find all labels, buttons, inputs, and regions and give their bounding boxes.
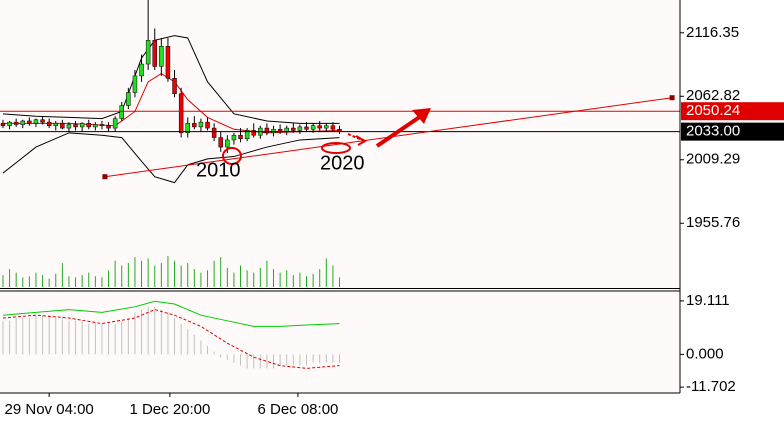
- annotation: 2020: [320, 152, 365, 174]
- x-tick-label: 6 Dec 08:00: [257, 401, 338, 418]
- y-tick-label: 2116.35: [686, 24, 739, 41]
- candle-body: [251, 130, 256, 136]
- arrow: [375, 112, 426, 148]
- y-tick-label: 19.111: [686, 292, 730, 309]
- candle-body: [66, 124, 72, 129]
- candle-body: [264, 127, 270, 134]
- candle-body: [231, 134, 237, 141]
- candle-body: [172, 78, 177, 94]
- band-line: [2, 35, 340, 124]
- macd-line: [2, 300, 340, 327]
- candle-body: [238, 134, 243, 140]
- x-tick-label: 1 Dec 20:00: [129, 401, 210, 418]
- candle-body: [93, 124, 98, 128]
- candle-body: [132, 75, 138, 93]
- annotation: 2010: [196, 159, 241, 181]
- candle-body: [73, 124, 78, 128]
- highlight-circle: [222, 147, 242, 165]
- candle-body: [165, 46, 171, 79]
- candle-body: [112, 118, 118, 129]
- candle-body: [145, 40, 151, 65]
- candle-body: [198, 121, 204, 128]
- candle-body: [139, 63, 144, 77]
- candle-body: [27, 120, 32, 124]
- candle-body: [310, 125, 316, 130]
- candle-body: [324, 125, 329, 129]
- candle-body: [185, 123, 190, 134]
- macd-line: [2, 309, 340, 369]
- trend-point: [102, 174, 108, 180]
- candle-body: [330, 125, 336, 130]
- x-tick-label: 29 Nov 04:00: [5, 401, 94, 418]
- candle-body: [79, 123, 85, 128]
- price-label: 2050.24: [686, 102, 740, 119]
- candle-body: [60, 123, 65, 129]
- y-tick-label: 0.000: [686, 345, 724, 362]
- candle-body: [126, 92, 131, 106]
- candle-body: [205, 121, 210, 129]
- y-tick-label: 2009.29: [686, 151, 740, 168]
- candle-body: [317, 125, 322, 129]
- candle-body: [13, 121, 19, 125]
- candle-body: [40, 119, 45, 123]
- candle-body: [291, 127, 296, 131]
- arrow-head: [355, 135, 368, 146]
- candle-body: [106, 125, 111, 129]
- candle-body: [33, 119, 39, 124]
- price-label-box: [681, 102, 784, 121]
- candle-body: [271, 129, 276, 134]
- candle-body: [53, 123, 58, 126]
- band-line: [2, 132, 340, 184]
- candle-body: [211, 127, 217, 138]
- candle-body: [159, 46, 164, 67]
- price-label-box: [681, 122, 784, 141]
- arrow-head: [412, 108, 431, 124]
- candle-body: [297, 126, 303, 131]
- candle-body: [99, 124, 105, 126]
- candle-body: [46, 121, 52, 126]
- candle-body: [20, 120, 25, 125]
- candle-body: [152, 40, 157, 67]
- candle-body: [86, 123, 91, 128]
- price-label: 2033.00: [686, 123, 740, 140]
- y-tick-label: 2062.82: [686, 87, 740, 104]
- candle-body: [192, 123, 197, 128]
- candle-body: [225, 139, 230, 148]
- candle-body: [244, 130, 250, 140]
- candle-body: [304, 126, 309, 130]
- candle-body: [0, 123, 6, 126]
- y-tick-label: -11.702: [686, 378, 736, 395]
- highlight-circle: [321, 142, 351, 154]
- candle-body: [178, 93, 184, 134]
- candle-body: [284, 127, 289, 132]
- plot-background: [0, 0, 680, 393]
- y-tick-label: 1955.76: [686, 214, 740, 231]
- candle-body: [218, 137, 223, 148]
- candle-body: [119, 105, 124, 119]
- candle-body: [7, 121, 12, 126]
- trend-point: [669, 95, 675, 101]
